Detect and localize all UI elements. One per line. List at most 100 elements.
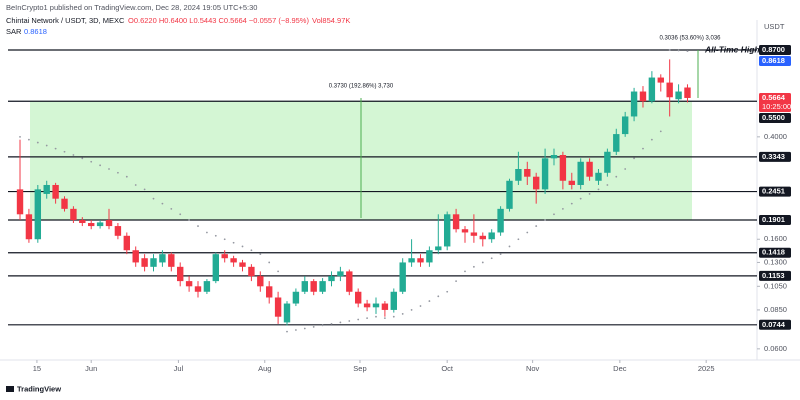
candle-body [319,281,326,292]
sar-dot [36,141,39,144]
sar-dot [250,249,253,252]
level-label-box [759,214,791,225]
candle-body [159,254,166,263]
x-tick-label: Dec [613,364,627,373]
sar-dot [606,184,609,186]
sar-dot [90,160,93,163]
candle-body [621,116,629,135]
measure-label: 0.3036 (53.60%) 3,036 [659,36,721,42]
sar-dot [499,253,502,256]
sar-dot [81,157,84,160]
sar-dot [535,225,538,227]
candle-body [488,232,495,240]
sar-dot [277,270,280,273]
sar-dot [668,49,671,51]
level-label: 0.1153 [762,271,785,280]
candle-body [604,151,611,173]
sar-dot [366,317,368,320]
x-tick-label: Nov [526,364,540,373]
candle-body [274,297,282,317]
level-label-box [759,247,791,258]
sar-dot [214,234,217,237]
candle-body [417,258,424,263]
sar-dot [677,49,680,52]
candle-body [461,229,469,233]
candle-body [381,303,389,310]
sar-dot [659,130,662,133]
sar-dot [526,231,529,234]
sar-dot [517,238,520,241]
x-tick-label: Jul [174,364,184,373]
candle-body [426,250,433,263]
sar-dot [117,171,119,174]
sar-dot [19,135,21,138]
last-price-label-box [759,92,791,112]
candle-body [666,82,673,98]
sar-dot [392,315,395,318]
candle-body [114,226,122,236]
sar-dot [597,188,600,191]
logo: TradingView [6,384,61,393]
sar-dot [330,323,333,325]
candle-body [399,262,406,292]
candle-body [203,281,211,292]
sar-dot [179,213,182,216]
candle-body [257,276,264,287]
level-label: 0.1901 [762,215,785,224]
candle-body [470,232,478,236]
candle-body [390,291,397,310]
x-tick-label: 15 [33,364,41,373]
sar-dot [348,320,351,322]
sar-dot [259,253,262,256]
sar-dot [143,188,146,191]
volume: Vol854.97K [312,16,350,25]
sar-dot [508,245,511,248]
candle-body [452,214,460,230]
candle-body [524,168,531,177]
sar-dot [357,318,360,321]
candle-body [372,303,380,308]
x-tick-label: 2025 [698,364,715,373]
sar-dot [241,245,244,248]
sar-dot [134,184,137,186]
x-tick-label: Aug [258,364,271,373]
sar-dot [63,150,66,153]
candle-body [310,281,317,292]
candle-body [248,266,255,277]
candle-body [88,223,95,227]
sar-dot [197,225,199,227]
sar-dot [161,202,164,205]
sar-dot [588,193,591,195]
sar-dot [419,305,422,307]
level-label-box [759,45,791,56]
sar-dot [455,280,457,283]
candle-body [283,303,291,323]
candle-body [648,77,656,102]
sar-dot [570,202,573,205]
sar-dot [28,138,30,141]
currency: USDT [764,22,785,31]
indicator-price-label: 0.8618 [762,56,785,65]
candle-body [141,258,148,267]
candle-body [639,91,647,102]
candle-body [150,258,157,267]
candle-body [230,258,237,263]
candle-body [212,254,220,282]
indicator-price-label-box [759,56,791,67]
level-label: 0.1418 [762,248,785,257]
sar-dot [472,265,475,268]
sar-dot [490,257,493,260]
sar-dot [223,238,226,241]
sar-dot [464,270,466,273]
candle-body [363,303,371,308]
candle-body [630,91,638,117]
candle-body [34,189,42,240]
symbol: Chintai Network / USDT, 3D, MEXC [6,16,125,25]
candle-body [515,168,522,181]
sar-dot [294,329,297,331]
sar-dot [99,164,102,167]
x-tick-label: Jun [85,364,97,373]
level-label-box [759,270,791,281]
candle-body [168,254,175,267]
